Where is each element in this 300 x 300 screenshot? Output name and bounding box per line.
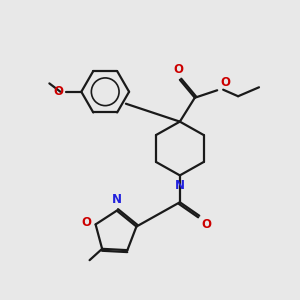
Text: O: O [81,216,91,230]
Text: N: N [112,193,122,206]
Text: O: O [173,63,183,76]
Text: O: O [221,76,231,89]
Text: O: O [53,85,63,98]
Text: O: O [202,218,212,231]
Text: N: N [175,179,185,192]
